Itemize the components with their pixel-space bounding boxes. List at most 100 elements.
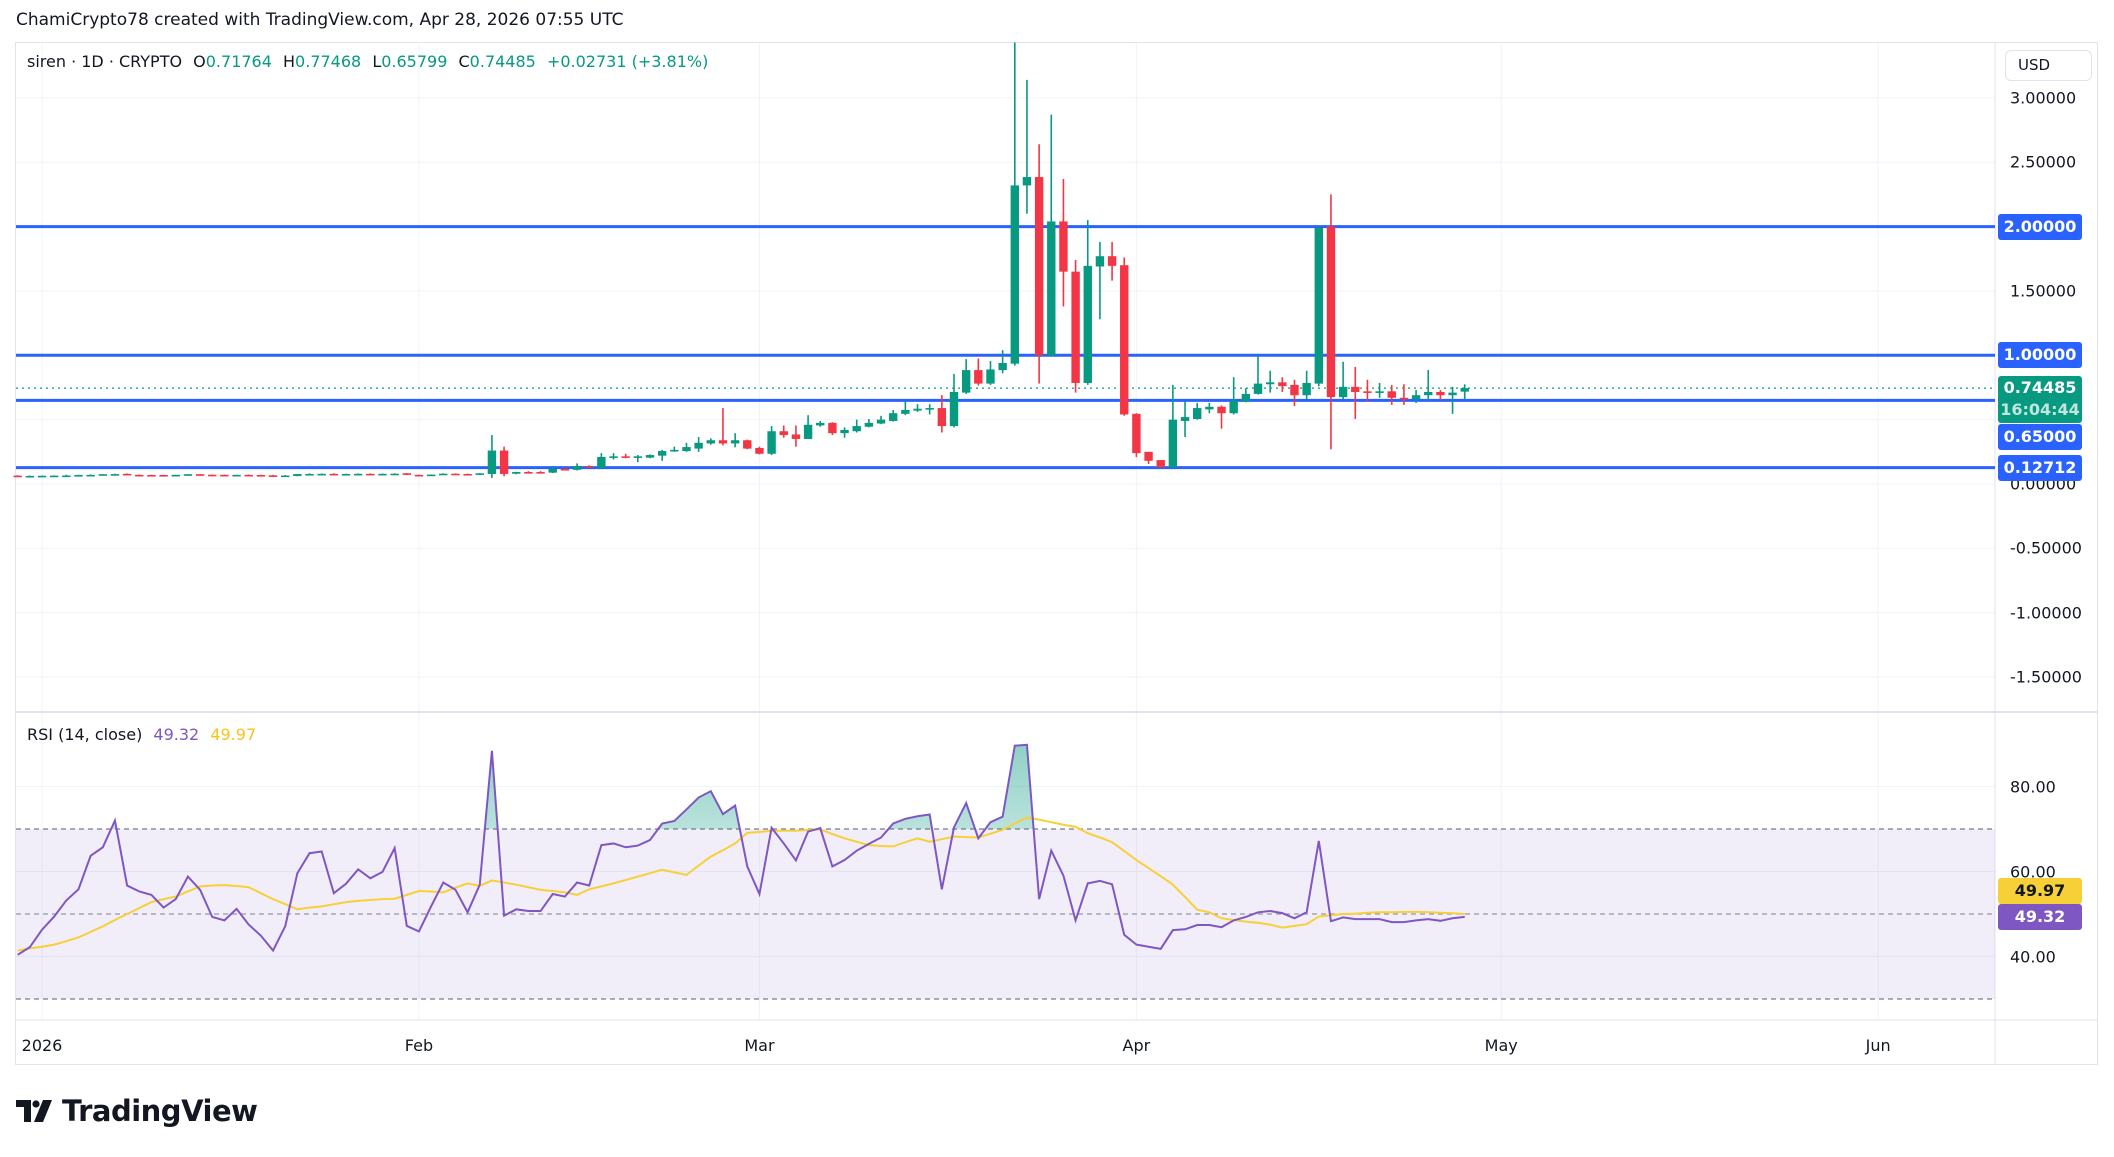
candle	[585, 465, 594, 468]
candle-body	[816, 422, 825, 426]
candle	[1107, 242, 1117, 281]
horizontal-line-price-label: 1.00000	[1998, 342, 2082, 369]
candle-body	[1326, 226, 1336, 398]
candle	[901, 400, 910, 416]
candle	[828, 422, 837, 436]
candle	[840, 427, 849, 438]
candle	[609, 453, 618, 460]
rsi-price-label: 49.32	[1998, 904, 2082, 930]
candle	[937, 395, 947, 433]
candles	[13, 42, 1469, 478]
candle-body	[840, 429, 849, 434]
candle-body	[49, 475, 59, 478]
symbol-legend: siren · 1D · CRYPTO O0.71764 H0.77468 L0…	[27, 52, 714, 71]
candle	[1302, 370, 1311, 400]
candle	[195, 473, 205, 476]
time-axis-label: Jun	[1865, 1036, 1891, 1055]
candle-body	[305, 473, 314, 476]
horizontal-line-price-label: 0.65000	[1998, 424, 2082, 450]
candle-body	[293, 474, 302, 477]
candle-body	[633, 456, 643, 458]
candle	[341, 473, 351, 476]
candle-body	[37, 475, 47, 478]
candle-body	[755, 447, 764, 454]
candle	[13, 475, 22, 478]
symbol-info[interactable]: siren · 1D · CRYPTO	[27, 52, 183, 71]
candle-body	[1399, 397, 1409, 400]
candle-body	[974, 370, 983, 384]
candle-body	[414, 474, 424, 477]
candle-body	[609, 456, 618, 458]
candle	[1338, 361, 1348, 400]
candle-body	[110, 474, 120, 476]
rsi-title[interactable]: RSI (14, close)	[27, 725, 143, 744]
candle-body	[25, 475, 35, 478]
candle-body	[1034, 177, 1044, 356]
candle-body	[1387, 391, 1396, 398]
candle	[439, 473, 448, 476]
candle	[426, 474, 436, 477]
candle-body	[390, 473, 399, 476]
horizontal-line-price-label: 0.12712	[1998, 454, 2082, 481]
candle	[1253, 355, 1263, 395]
candle	[402, 473, 411, 476]
candle-body	[232, 474, 241, 477]
candle	[74, 474, 83, 477]
candle	[1010, 42, 1019, 366]
candle-body	[670, 449, 679, 452]
candle-body	[986, 369, 995, 384]
candle-body	[1047, 221, 1056, 356]
tradingview-logo-icon	[16, 1100, 52, 1122]
candle	[1375, 382, 1384, 398]
time-axis-label: Apr	[1122, 1036, 1151, 1055]
last-price-label: 0.74485 16:04:44	[1998, 376, 2082, 423]
candle-body	[1241, 393, 1251, 402]
tradingview-logo[interactable]: TradingView	[16, 1094, 258, 1128]
candle-body	[426, 474, 436, 477]
candle	[159, 474, 168, 477]
candle-body	[1071, 271, 1080, 383]
candle	[244, 474, 253, 477]
candle	[281, 475, 290, 478]
candle	[1241, 388, 1251, 403]
candle-body	[572, 465, 582, 470]
candle	[524, 471, 533, 474]
candle	[414, 474, 424, 477]
chart-frame	[15, 42, 2098, 1065]
candle	[329, 473, 339, 476]
candle-body	[730, 440, 740, 444]
candle-body	[1436, 391, 1445, 396]
currency-button[interactable]: USD	[2005, 50, 2092, 81]
candle-body	[378, 473, 387, 476]
candle	[1022, 79, 1032, 214]
horizontal-lines	[16, 225, 1995, 470]
candle	[1411, 390, 1421, 403]
candle-body	[901, 409, 910, 414]
candle	[451, 473, 460, 476]
time-axis-label: 2026	[21, 1036, 63, 1055]
candle	[353, 473, 363, 476]
candle-body	[1120, 265, 1129, 415]
candle-body	[718, 440, 728, 444]
candle-body	[949, 391, 959, 427]
candle	[803, 415, 813, 439]
candle	[694, 437, 703, 452]
candle-body	[451, 473, 460, 476]
candle-body	[195, 474, 205, 476]
candle	[925, 404, 934, 415]
candle	[779, 425, 788, 438]
candle-body	[1424, 391, 1433, 396]
low-value: 0.65799	[381, 52, 448, 71]
candle-body	[171, 474, 180, 477]
open-label: O	[193, 52, 206, 71]
rsi-legend: RSI (14, close) 49.32 49.97	[27, 725, 262, 744]
tradingview-logo-text: TradingView	[62, 1094, 258, 1128]
candle	[548, 465, 557, 474]
candle	[1278, 377, 1287, 392]
candle	[86, 474, 95, 477]
candle-body	[889, 413, 898, 421]
candle	[682, 442, 691, 452]
candle-body	[281, 475, 290, 478]
candle	[1034, 144, 1044, 384]
